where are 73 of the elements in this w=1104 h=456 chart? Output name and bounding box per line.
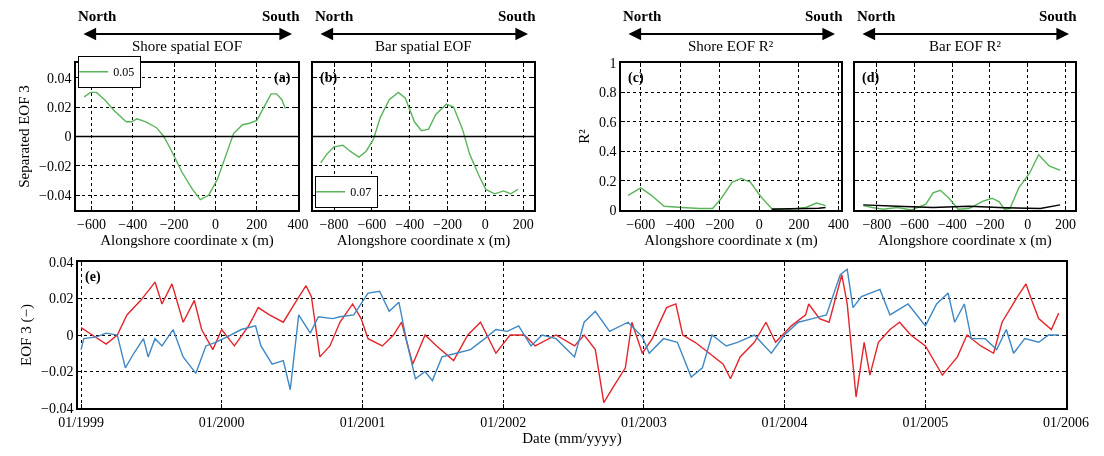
text: South — [498, 8, 537, 24]
text: North — [623, 8, 662, 24]
x-tick-label: 01/2002 — [480, 414, 527, 430]
x-tick-label: 01/2004 — [761, 414, 808, 430]
legend-label: 0.05 — [113, 65, 135, 80]
x-tick-label: 400 — [287, 216, 309, 232]
y-tick-label: 0.04 — [46, 70, 72, 86]
y-tick-label: 0.6 — [598, 114, 617, 130]
y-tick-label: −0.04 — [41, 400, 74, 416]
x-axis-title: Date (mm/yyyy) — [522, 430, 622, 448]
y-axis-title: R² — [575, 128, 592, 144]
y-tick-label: 0.2 — [598, 173, 617, 189]
x-tick-label: −200 — [433, 216, 462, 232]
x-tick-label: −600 — [357, 216, 387, 232]
x-tick-label: −800 — [862, 216, 892, 232]
x-tick-label: −600 — [626, 216, 656, 232]
x-tick-label: 01/2003 — [620, 414, 667, 430]
x-tick-label: 01/2001 — [339, 414, 386, 430]
y-tick-label: 1 — [609, 55, 617, 71]
x-tick-label: −200 — [159, 216, 189, 232]
chart-title: Shore EOF R² — [688, 38, 774, 54]
chart-title: Bar spatial EOF — [375, 38, 472, 54]
x-tick-label: 01/1999 — [58, 414, 105, 430]
x-tick-label: 01/2006 — [1043, 414, 1089, 430]
x-axis-title: Alongshore coordinate x (m) — [644, 232, 818, 250]
chart-title: Shore spatial EOF — [132, 38, 242, 54]
x-tick-label: 0 — [481, 216, 489, 232]
x-axis-title: Alongshore coordinate x (m) — [336, 232, 511, 250]
text: South — [262, 8, 301, 24]
x-tick-label: −400 — [395, 216, 425, 232]
annotation: (c) — [628, 70, 644, 86]
x-tick-label: −400 — [118, 216, 148, 232]
y-tick-label: −0.04 — [39, 188, 72, 204]
text: North — [315, 8, 354, 24]
x-tick-label: 200 — [246, 216, 268, 232]
x-tick-label: −600 — [900, 216, 930, 232]
x-tick-label: 0 — [211, 216, 219, 232]
x-tick-label: −400 — [937, 216, 967, 232]
x-tick-label: 01/2005 — [902, 414, 949, 430]
x-tick-label: 400 — [827, 216, 849, 232]
y-axis-title: EOF 3 (−) — [17, 304, 35, 366]
y-tick-label: 0.02 — [46, 100, 72, 115]
x-tick-label: 200 — [788, 216, 810, 232]
x-axis-title: Alongshore coordinate x (m) — [100, 232, 274, 250]
y-tick-label: 0 — [64, 129, 72, 145]
text: North — [857, 8, 896, 24]
x-tick-label: −800 — [319, 216, 349, 232]
y-tick-label: −0.02 — [39, 158, 72, 174]
x-tick-label: 200 — [512, 216, 534, 232]
y-tick-label: 0.8 — [598, 85, 617, 101]
y-tick-label: 0.04 — [48, 254, 74, 270]
x-axis-title: Alongshore coordinate x (m) — [878, 232, 1052, 250]
chart-title: Bar EOF R² — [929, 38, 1002, 54]
text: North — [78, 8, 117, 24]
text: South — [1039, 8, 1078, 24]
x-tick-label: −200 — [975, 216, 1005, 232]
annotation: (e) — [85, 269, 101, 285]
y-tick-label: 0.4 — [598, 144, 617, 160]
annotation: (a) — [274, 70, 291, 86]
x-tick-label: 0 — [1024, 216, 1032, 232]
y-tick-label: 0.02 — [48, 291, 74, 307]
y-tick-label: −0.02 — [41, 364, 74, 380]
y-tick-label: 0 — [609, 202, 617, 218]
y-axis-title: Separated EOF 3 — [15, 85, 32, 188]
y-tick-label: 0 — [66, 327, 74, 343]
text: South — [805, 8, 844, 24]
x-tick-label: −200 — [705, 216, 735, 232]
x-tick-label: 200 — [1054, 216, 1076, 232]
x-tick-label: −400 — [665, 216, 695, 232]
legend-label: 0.07 — [350, 185, 372, 200]
x-tick-label: −600 — [77, 216, 106, 232]
x-tick-label: 0 — [755, 216, 763, 232]
x-tick-label: 01/2000 — [198, 414, 245, 430]
